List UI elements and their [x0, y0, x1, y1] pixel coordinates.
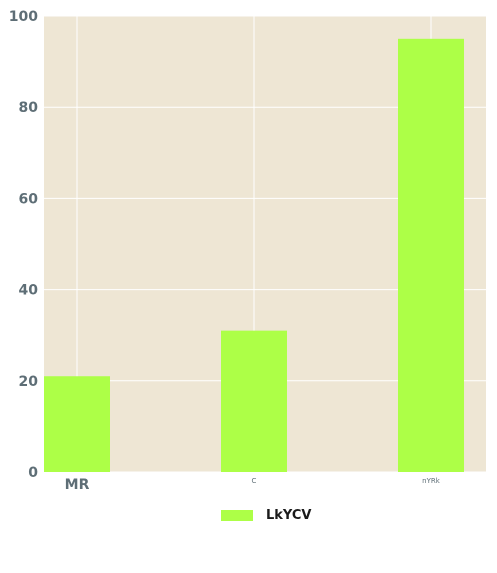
bar-MR	[44, 376, 110, 472]
y-tick-label: 20	[19, 374, 39, 390]
y-tick-label: 80	[19, 100, 39, 116]
bar-nYRk	[398, 38, 464, 473]
bars	[44, 38, 464, 473]
x-tick-label: MR	[65, 477, 90, 493]
x-tick-label: nYRk	[422, 477, 441, 485]
legend-swatch	[221, 509, 253, 521]
legend-label: LkYCV	[266, 507, 312, 523]
y-axis-ticks: 0 20 40 60 80 100	[9, 9, 38, 481]
x-tick-label: C	[252, 477, 257, 485]
y-tick-label: 0	[28, 465, 38, 481]
y-tick-label: 40	[19, 283, 39, 299]
y-tick-label: 100	[9, 9, 38, 25]
bar-C	[221, 330, 287, 472]
y-tick-label: 60	[19, 191, 39, 207]
legend: LkYCV	[221, 504, 311, 526]
